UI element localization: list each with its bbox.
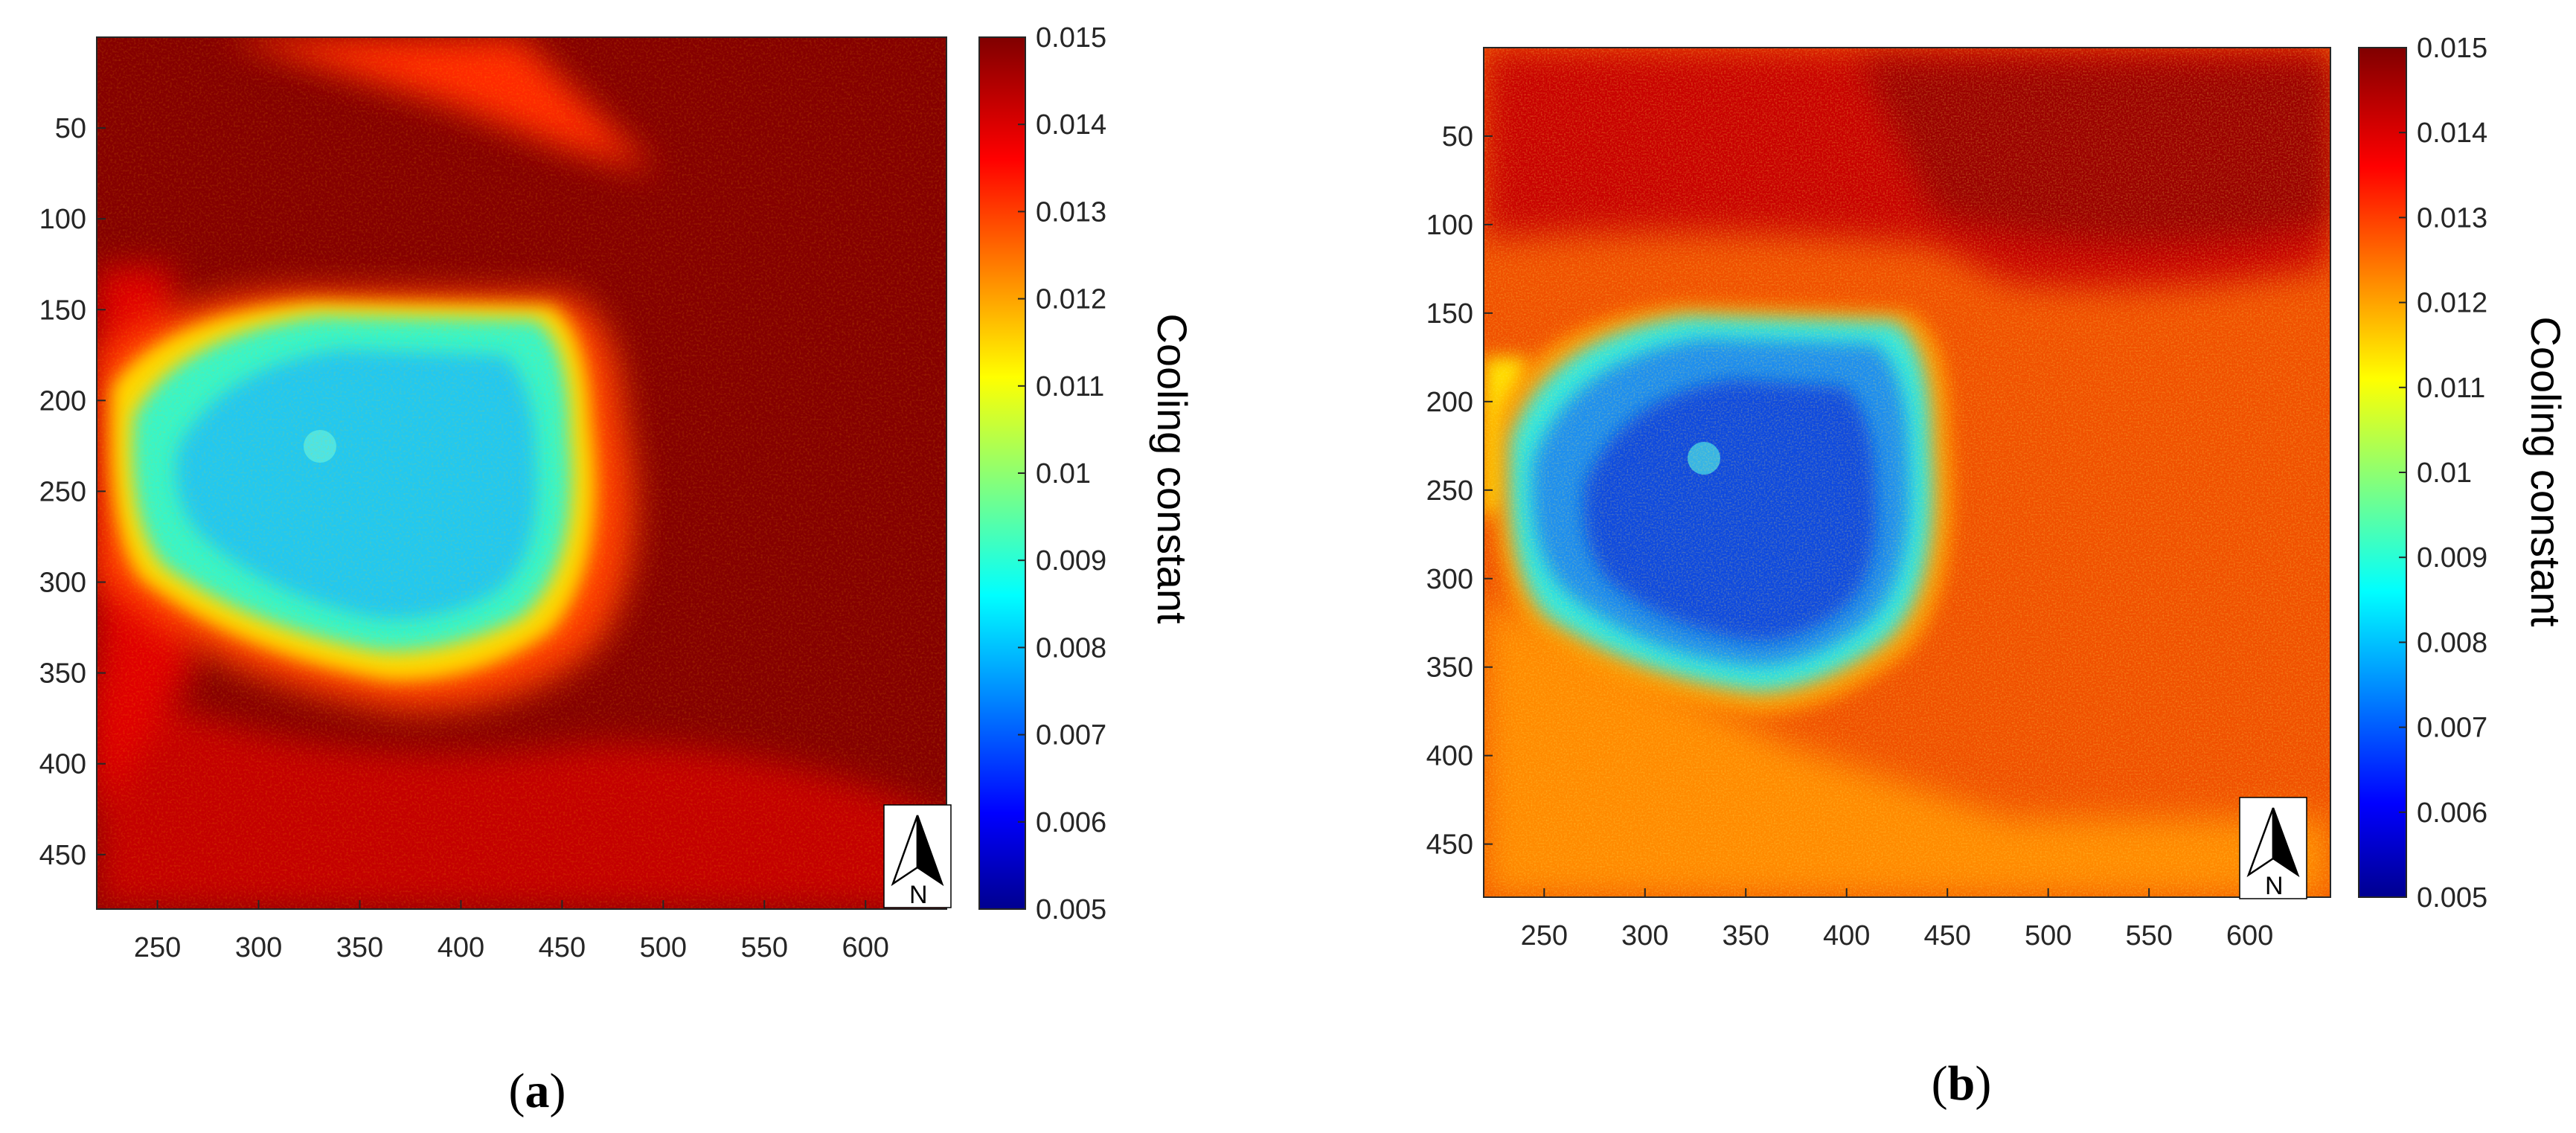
y-tick-label-b: 100 — [1426, 210, 1473, 241]
x-tick-label-a: 300 — [235, 932, 282, 963]
colorbar-tick-label-a: 0.014 — [1036, 109, 1106, 141]
panel-label-b-close: ) — [1975, 1056, 1991, 1111]
colorbar-tick-label-b: 0.008 — [2417, 627, 2487, 658]
panel-a: 250 300 350 400 450 500 550 600 50 100 150 200 250 3… — [39, 22, 1196, 1118]
heatmap-a — [97, 37, 946, 909]
panel-label-a-letter: a — [525, 1064, 550, 1118]
y-tick-label-b: 450 — [1426, 829, 1473, 861]
colorbar-tick-label-b: 0.014 — [2417, 118, 2487, 149]
colorbar-tick-label-a: 0.007 — [1036, 720, 1106, 751]
panel-b: 250 300 350 400 450 500 550 600 50 100 150 200 250 3… — [1426, 33, 2569, 1111]
colorbar-ticks-a: 0.015 0.014 0.013 0.012 0.011 0.01 0.009 0.008 0… — [1018, 22, 1106, 925]
y-tick-label-a: 100 — [39, 204, 86, 235]
y-tick-label-b: 150 — [1426, 298, 1473, 330]
x-tick-label-b: 600 — [2226, 920, 2273, 951]
x-tick-label-b: 300 — [1621, 920, 1668, 951]
y-tick-label-a: 200 — [39, 385, 86, 417]
colorbar-tick-label-b: 0.007 — [2417, 713, 2487, 744]
x-tick-label-a: 550 — [741, 932, 788, 963]
y-tick-label-a: 250 — [39, 476, 86, 507]
colorbar-tick-label-b: 0.01 — [2417, 458, 2472, 489]
colorbar-label-a: Cooling constant — [1149, 313, 1196, 624]
panel-label-b-open: ( — [1932, 1056, 1948, 1111]
north-arrow-a: N — [883, 804, 952, 909]
svg-text:(b): (b) — [1932, 1056, 1992, 1111]
colorbar-tick-label-a: 0.013 — [1036, 196, 1106, 228]
x-tick-label-a: 600 — [842, 932, 889, 963]
x-tick-label-a: 400 — [438, 932, 484, 963]
x-tick-label-b: 500 — [2025, 920, 2072, 951]
colorbar-a: 0.015 0.014 0.013 0.012 0.011 0.01 0.009 0.008 0… — [978, 22, 1196, 925]
y-tick-label-a: 300 — [39, 568, 86, 599]
colorbar-b: 0.015 0.014 0.013 0.012 0.011 0.01 0.009 0.008 0… — [2358, 33, 2569, 914]
colorbar-tick-label-a: 0.005 — [1036, 894, 1106, 925]
x-tick-label-b: 550 — [2125, 920, 2172, 951]
panel-label-b-letter: b — [1948, 1056, 1976, 1111]
x-axis-a: 250 300 350 400 450 500 550 600 — [134, 900, 889, 963]
colorbar-tick-label-b: 0.012 — [2417, 288, 2487, 319]
colorbar-tick-label-a: 0.011 — [1036, 371, 1104, 402]
x-axis-b: 250 300 350 400 450 500 550 600 — [1521, 888, 2273, 951]
x-tick-label-a: 500 — [640, 932, 687, 963]
north-label-a: N — [909, 881, 928, 909]
plot-frame-b — [1483, 47, 2331, 898]
y-tick-label-b: 250 — [1426, 475, 1473, 507]
colorbar-tick-label-b: 0.005 — [2417, 882, 2487, 914]
x-tick-label-b: 400 — [1823, 920, 1870, 951]
panel-label-a-open: ( — [509, 1064, 525, 1118]
y-tick-label-a: 400 — [39, 749, 86, 780]
svg-text:(a): (a) — [509, 1064, 566, 1118]
north-label-b: N — [2265, 872, 2284, 900]
panel-label-b: (b) — [1932, 1056, 1992, 1111]
y-tick-label-a: 350 — [39, 658, 86, 690]
colorbar-tick-label-a: 0.006 — [1036, 807, 1106, 838]
colorbar-tick-label-b: 0.009 — [2417, 542, 2487, 574]
colorbar-tick-label-a: 0.012 — [1036, 284, 1106, 315]
colorbar-tick-label-a: 0.009 — [1036, 545, 1106, 577]
colorbar-label-b: Cooling constant — [2522, 316, 2569, 627]
x-tick-label-a: 350 — [336, 932, 383, 963]
colorbar-tick-label-b: 0.015 — [2417, 33, 2487, 64]
x-tick-label-b: 450 — [1923, 920, 1970, 951]
y-tick-label-b: 50 — [1442, 121, 1473, 153]
x-tick-label-b: 350 — [1723, 920, 1769, 951]
heatmap-b — [1484, 48, 2330, 897]
y-tick-label-a: 150 — [39, 295, 86, 326]
colorbar-tick-label-b: 0.011 — [2417, 373, 2485, 404]
y-tick-label-b: 300 — [1426, 564, 1473, 595]
y-axis-b: 50 100 150 200 250 300 350 400 450 — [1426, 121, 1493, 861]
colorbar-tick-label-b: 0.013 — [2417, 202, 2487, 234]
y-tick-label-b: 200 — [1426, 387, 1473, 418]
colorbar-tick-label-a: 0.015 — [1036, 22, 1106, 54]
plot-frame-a — [96, 36, 947, 910]
panel-label-a: (a) — [509, 1064, 566, 1118]
y-tick-label-a: 450 — [39, 840, 86, 871]
x-tick-label-a: 450 — [539, 932, 586, 963]
colorbar-tick-label-b: 0.006 — [2417, 797, 2487, 829]
y-tick-label-b: 400 — [1426, 741, 1473, 772]
colorbar-tick-label-a: 0.01 — [1036, 458, 1091, 490]
colorbar-ticks-b: 0.015 0.014 0.013 0.012 0.011 0.01 0.009 0.008 0… — [2399, 33, 2487, 914]
colorbar-tick-label-a: 0.008 — [1036, 632, 1106, 664]
y-axis-a: 50 100 150 200 250 300 350 400 450 — [39, 113, 106, 871]
y-tick-label-b: 350 — [1426, 652, 1473, 684]
x-tick-label-a: 250 — [134, 932, 181, 963]
y-tick-label-a: 50 — [55, 113, 86, 144]
north-arrow-b: N — [2239, 797, 2307, 900]
panel-label-a-close: ) — [550, 1064, 566, 1118]
x-tick-label-b: 250 — [1521, 920, 1568, 951]
